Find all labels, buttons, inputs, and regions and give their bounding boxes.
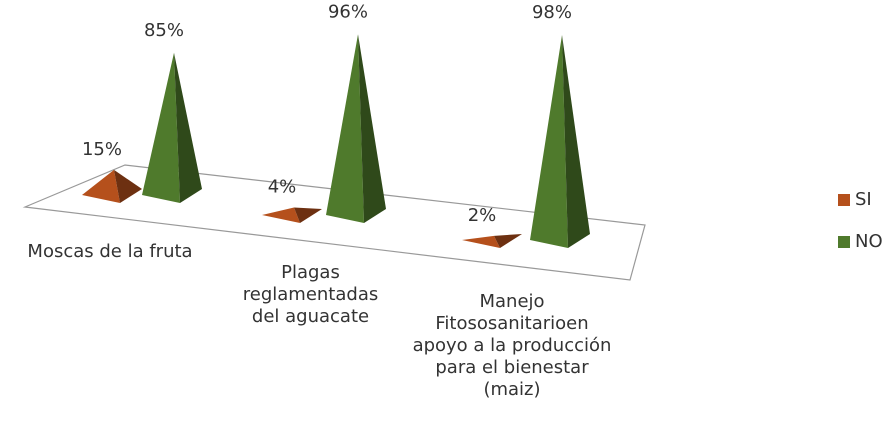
pyramid	[82, 169, 142, 203]
pyramid-front	[530, 35, 568, 248]
pyramid-front	[82, 169, 120, 203]
pyramid-side	[494, 234, 522, 248]
data-label: 96%	[328, 1, 368, 22]
legend-label: NO	[855, 231, 883, 252]
category-label: Moscas de la fruta	[27, 241, 193, 262]
pyramid-front	[142, 52, 180, 204]
category-label: Manejo Fitososanitarioen apoyo a la prod…	[412, 291, 612, 400]
pyramid-side	[358, 34, 386, 223]
data-label: 2%	[468, 205, 497, 226]
pyramid	[326, 34, 386, 223]
pyramid	[530, 35, 590, 248]
category-label: Plagas reglamentadas del aguacate	[242, 262, 379, 327]
pyramid-side	[114, 169, 142, 203]
data-label: 15%	[82, 139, 122, 160]
pyramid-front	[462, 235, 500, 248]
pyramid-side	[562, 35, 590, 248]
pyramid-side	[294, 207, 322, 223]
pyramid	[262, 207, 322, 223]
pyramid-front	[326, 34, 364, 223]
legend-swatch	[838, 236, 850, 248]
pyramid	[142, 52, 202, 204]
data-label: 98%	[532, 2, 572, 23]
pyramid-front	[262, 207, 300, 223]
data-label: 85%	[144, 20, 184, 41]
pyramid-side	[174, 52, 202, 204]
pyramid	[462, 234, 522, 248]
legend-swatch	[838, 194, 850, 206]
legend-label: SI	[855, 189, 872, 210]
data-label: 4%	[268, 176, 297, 197]
